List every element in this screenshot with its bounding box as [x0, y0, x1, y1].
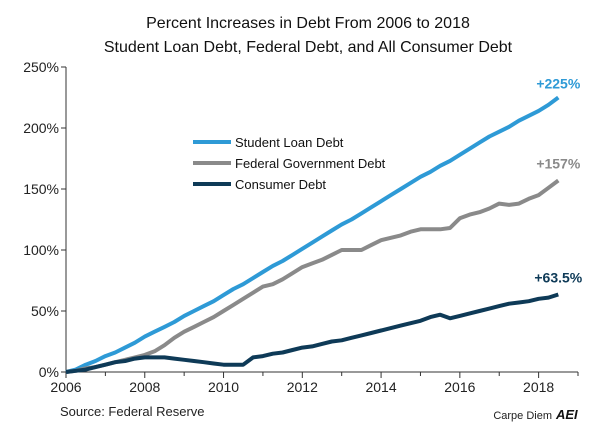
source-note: Source: Federal Reserve	[60, 404, 205, 419]
series-lines	[65, 95, 560, 374]
y-tick-label: 0%	[39, 364, 59, 380]
x-tick-label: 2010	[208, 379, 239, 395]
chart-title-line-2: Student Loan Debt, Federal Debt, and All…	[104, 39, 513, 56]
axes: 0% 50% 100% 150% 200% 250% 2006 2008 2010 2012 201…	[23, 59, 579, 395]
y-tick-label: 200%	[23, 120, 59, 136]
x-tick-label: 2014	[365, 379, 396, 395]
branding-text: Carpe Diem	[493, 410, 552, 422]
end-label-consumer-debt: +63.5%	[534, 270, 582, 286]
legend: Student Loan Debt Federal Government Debt…	[193, 135, 386, 192]
legend-label-consumer-debt: Consumer Debt	[235, 177, 326, 192]
series-line-student-loan-debt	[65, 95, 560, 374]
chart-title-line-1: Percent Increases in Debt From 2006 to 2…	[146, 15, 470, 32]
x-tick-label: 2016	[444, 379, 475, 395]
y-tick-label: 100%	[23, 242, 59, 258]
end-labels: +225% +157% +63.5%	[534, 76, 582, 286]
x-tick-label: 2018	[523, 379, 554, 395]
aei-logo: AEI	[555, 407, 578, 422]
end-label-student-loan-debt: +225%	[536, 76, 581, 92]
legend-label-federal-government-debt: Federal Government Debt	[235, 156, 386, 171]
x-tick-label: 2008	[129, 379, 160, 395]
x-tick-label: 2012	[287, 379, 318, 395]
end-label-federal-government-debt: +157%	[536, 155, 581, 171]
y-tick-label: 250%	[23, 59, 59, 75]
series-line-consumer-debt	[65, 292, 559, 374]
legend-label-student-loan-debt: Student Loan Debt	[235, 135, 344, 150]
series-line-federal-government-debt	[65, 178, 560, 374]
y-tick-label: 50%	[31, 303, 59, 319]
y-tick-label: 150%	[23, 181, 59, 197]
x-tick-label: 2006	[50, 379, 81, 395]
